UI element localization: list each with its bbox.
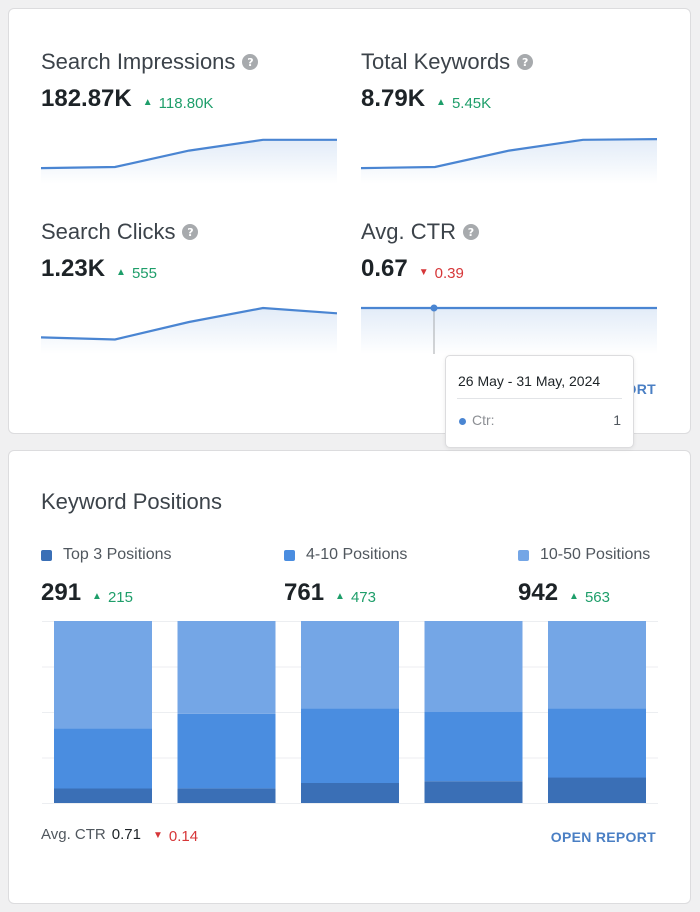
metric-delta: ▼ 0.39 xyxy=(419,265,464,282)
keyword-positions-card: Keyword Positions Top 3 Positions 291 ▲ … xyxy=(8,450,691,904)
avg-ctr-delta: ▼ 0.14 xyxy=(153,828,198,845)
sparkline-line xyxy=(361,138,657,170)
metric-delta-value: 555 xyxy=(131,265,157,282)
legend-value-row-4-10: 761 ▲ 473 xyxy=(284,579,376,607)
tooltip-value: 1 xyxy=(613,412,621,428)
bar-segment xyxy=(548,708,646,778)
bar-segment xyxy=(424,781,523,803)
metric-value: 8.79K xyxy=(361,85,426,112)
arrow-down-icon: ▼ xyxy=(152,830,163,841)
arrow-up-icon: ▲ xyxy=(569,591,579,602)
sparkline-area xyxy=(361,139,657,184)
bar-segment xyxy=(548,777,646,803)
metric-title-text: Search Clicks xyxy=(41,219,176,244)
legend-label: 4-10 Positions xyxy=(306,546,408,563)
sparkline-chart xyxy=(41,306,337,354)
metric-title-text: Total Keywords xyxy=(361,49,511,74)
metric-delta-value: 118.80K xyxy=(158,95,214,112)
legend-item-10-50[interactable]: 10-50 Positions xyxy=(518,546,650,564)
sparkline-chart xyxy=(41,138,337,184)
help-icon[interactable]: ? xyxy=(517,54,534,70)
open-report-link[interactable]: OPEN REPORT xyxy=(550,829,656,845)
sparkline-chart[interactable] xyxy=(361,294,657,354)
search-console-card: Search Impressions ? 182.87K ▲ 118.80K T… xyxy=(8,8,691,434)
bar-segment xyxy=(424,621,523,712)
legend-delta: ▲ 215 xyxy=(92,589,133,606)
sparkline-chart xyxy=(361,138,657,184)
chart-tooltip: 26 May - 31 May, 2024 Ctr: 1 xyxy=(445,355,634,448)
help-icon[interactable]: ? xyxy=(242,54,259,70)
sparkline-line xyxy=(41,306,337,341)
series-dot-icon xyxy=(459,418,466,425)
arrow-up-icon: ▲ xyxy=(116,267,126,278)
avg-ctr-summary: Avg. CTR 0.71 ▼ 0.14 xyxy=(41,826,198,845)
metric-delta-value: 5.45K xyxy=(451,95,492,112)
legend-value-row-top3: 291 ▲ 215 xyxy=(41,579,133,607)
legend-swatch xyxy=(518,549,529,561)
legend-label: 10-50 Positions xyxy=(540,546,651,563)
avg-ctr-value: 0.71 xyxy=(111,826,141,843)
metric-title: Avg. CTR ? xyxy=(361,219,479,245)
metric-title-text: Search Impressions xyxy=(41,49,236,74)
hover-point xyxy=(430,304,438,312)
legend-item-4-10[interactable]: 4-10 Positions xyxy=(284,546,407,564)
legend-value: 942 xyxy=(518,579,559,606)
bar-segment xyxy=(424,712,523,782)
arrow-up-icon: ▲ xyxy=(92,591,102,602)
legend-value: 761 xyxy=(284,579,325,606)
metric-value: 182.87K xyxy=(41,85,132,112)
bar-segment xyxy=(54,728,152,789)
legend-delta-value: 473 xyxy=(350,589,376,606)
section-title: Keyword Positions xyxy=(41,489,222,514)
arrow-up-icon: ▲ xyxy=(335,591,345,602)
arrow-down-icon: ▼ xyxy=(418,267,429,278)
metric-title: Search Impressions ? xyxy=(41,49,259,75)
metric-delta: ▲ 118.80K xyxy=(143,95,214,112)
arrow-up-icon: ▲ xyxy=(142,97,153,108)
metric-delta: ▲ 555 xyxy=(116,265,157,282)
bar-segment xyxy=(301,621,399,709)
bar-segment xyxy=(548,621,646,709)
legend-swatch xyxy=(284,549,295,561)
bar-segment xyxy=(301,708,399,783)
bar-segment xyxy=(177,621,276,714)
bar-segment xyxy=(54,621,152,729)
help-icon[interactable]: ? xyxy=(182,224,199,240)
legend-item-top3[interactable]: Top 3 Positions xyxy=(41,546,172,564)
legend-value-row-10-50: 942 ▲ 563 xyxy=(518,579,610,607)
legend-label: Top 3 Positions xyxy=(63,546,172,563)
metric-title-text: Avg. CTR xyxy=(361,219,456,244)
bar-segment xyxy=(177,788,276,803)
bar-segment xyxy=(54,788,152,803)
arrow-up-icon: ▲ xyxy=(436,97,446,108)
keyword-positions-bar-chart xyxy=(42,621,658,804)
bar-segment xyxy=(177,713,276,789)
metric-value: 1.23K xyxy=(41,255,106,282)
legend-delta: ▲ 473 xyxy=(335,589,376,606)
legend-delta-value: 215 xyxy=(107,589,133,606)
avg-ctr-label: Avg. CTR xyxy=(41,826,106,843)
metric-delta: ▲ 5.45K xyxy=(436,95,491,112)
tooltip-title: 26 May - 31 May, 2024 xyxy=(458,373,601,389)
legend-value: 291 xyxy=(41,579,82,606)
sparkline-line xyxy=(41,138,337,170)
help-icon[interactable]: ? xyxy=(462,224,479,240)
sparkline-area xyxy=(361,308,657,354)
metric-delta-value: 0.39 xyxy=(434,265,464,282)
legend-delta: ▲ 563 xyxy=(569,589,610,606)
legend-swatch xyxy=(41,549,52,561)
sparkline-area xyxy=(41,308,337,354)
tooltip-divider xyxy=(457,398,622,399)
metric-title: Search Clicks ? xyxy=(41,219,199,245)
tooltip-label: Ctr: xyxy=(472,412,495,428)
avg-ctr-delta-value: 0.14 xyxy=(168,828,199,845)
metric-title: Total Keywords ? xyxy=(361,49,534,75)
bar-segment xyxy=(301,783,399,803)
legend-delta-value: 563 xyxy=(584,589,610,606)
sparkline-area xyxy=(41,139,337,184)
metric-value: 0.67 xyxy=(361,255,408,282)
